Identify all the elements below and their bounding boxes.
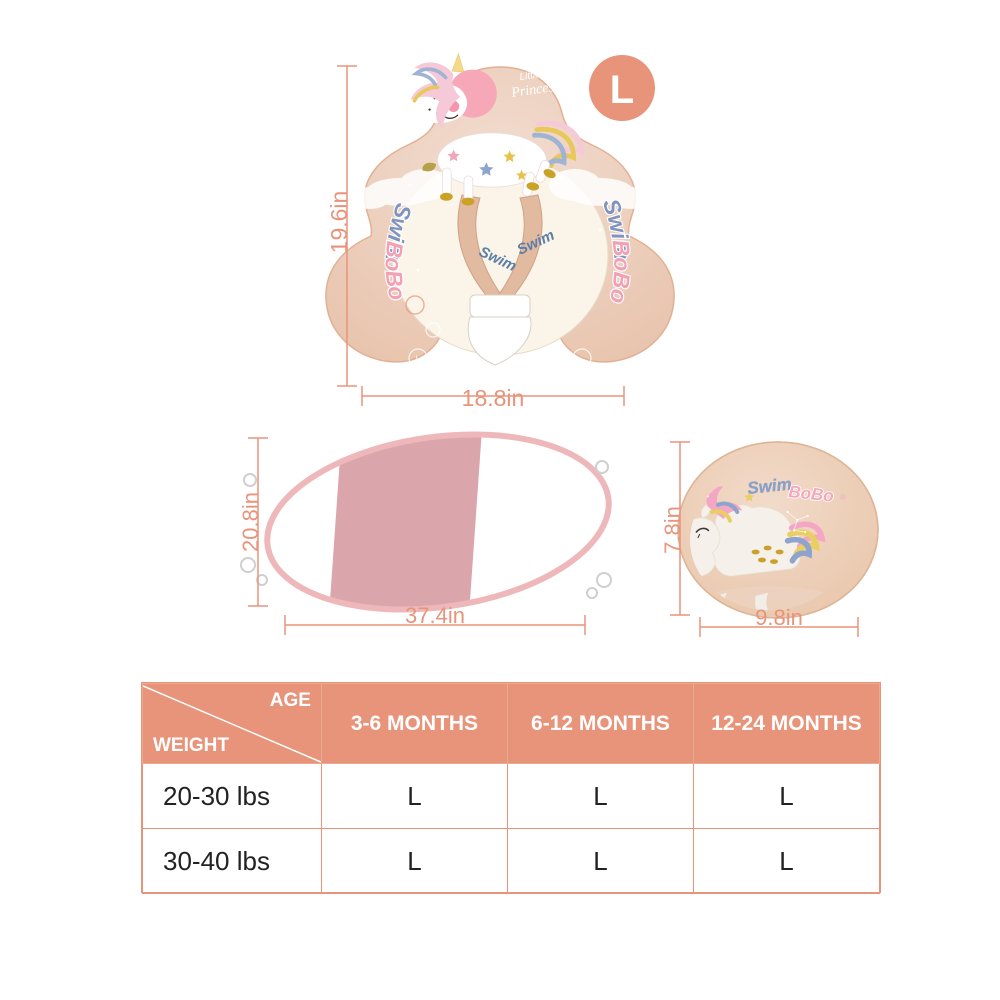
- svg-text:®: ®: [840, 493, 846, 502]
- svg-text:7.8in: 7.8in: [660, 506, 685, 554]
- svg-text:9.8in: 9.8in: [755, 605, 803, 630]
